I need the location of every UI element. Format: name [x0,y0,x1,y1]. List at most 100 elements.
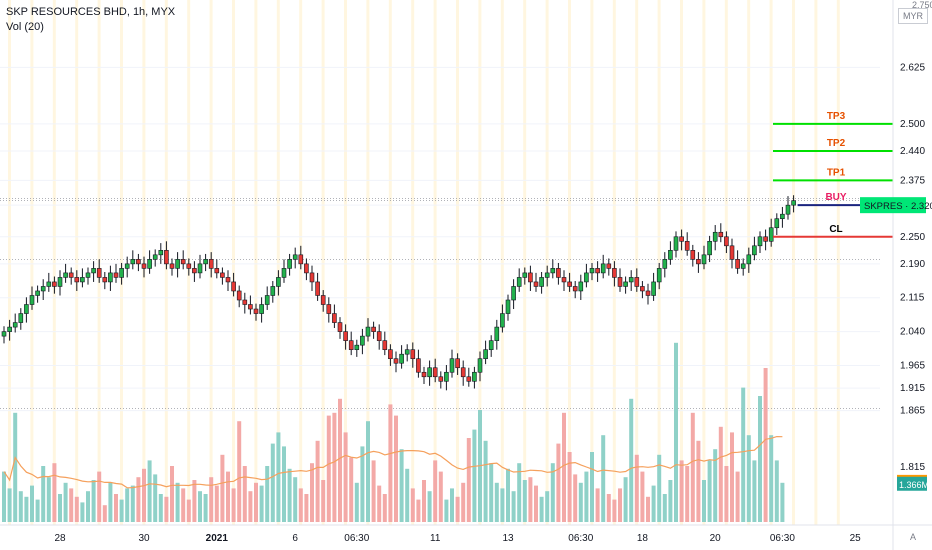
volume-bar [500,488,505,522]
level-label-tp2: TP2 [827,138,846,149]
candle-body [752,245,757,256]
volume-bar [634,454,639,522]
volume-bar [282,446,286,522]
volume-bar [455,496,460,522]
volume-bar [360,446,365,522]
volume-bar [567,452,572,522]
volume-bar [388,404,393,522]
volume-bar [332,412,337,522]
candle-body [186,263,192,269]
volume-bar [433,460,438,522]
volume-bar [97,471,102,522]
current-price-text: SKPRES · 2.320 [864,201,932,212]
candle-body [68,272,74,278]
volume-bar [259,485,264,522]
candle-body [544,272,550,278]
candle-body [35,290,40,296]
volume-bar [24,496,29,522]
candle-body [102,277,108,283]
volume-bar [668,480,673,522]
session-band [500,0,504,525]
candle-body [57,277,63,287]
candle-body [724,236,729,247]
volume-bar [724,466,729,522]
candle-body [309,272,315,283]
candle-body [208,259,214,269]
volume-badge-text: 1.366M [899,480,929,490]
volume-bar [175,482,180,522]
volume-bar [578,482,583,522]
volume-bar [780,482,785,522]
volume-bar [203,494,208,522]
candle-body [404,349,410,355]
auto-scale-button[interactable]: A [910,532,917,542]
volume-bar [629,398,634,522]
session-band [232,0,235,525]
time-tick-label: 06:30 [770,533,795,544]
candle-body [203,259,208,265]
candle-body [763,236,768,242]
candle-body [91,268,96,274]
volume-bar [461,482,466,522]
volume-bar [685,466,690,522]
candle-body [785,204,791,215]
time-tick-label: 30 [138,533,150,544]
candle-body [225,277,231,283]
candle-body [617,277,623,287]
volume-bar [30,485,34,522]
candle-body [270,286,276,296]
volume-bar [506,468,510,522]
session-band [52,0,56,525]
candle-body [337,322,343,332]
volume-indicator-label[interactable]: Vol (20) [6,21,44,33]
session-band [30,0,34,525]
volume-bar [270,443,275,522]
time-tick-label: 11 [430,533,441,544]
candle-body [488,340,494,350]
candle-body [12,322,18,328]
currency-label[interactable]: MYR [898,8,928,24]
candle-body [645,290,651,296]
candle-body [780,213,785,220]
session-band [75,0,79,525]
candle-body [477,358,483,373]
volume-bar [164,496,169,522]
volume-bar [528,477,533,522]
volume-bar [198,491,202,522]
candle-body [561,277,567,283]
candle-body [684,240,690,251]
candle-body [595,268,600,274]
volume-bar [13,412,18,522]
volume-bar [399,449,404,522]
candle-body [141,263,147,269]
volume-bar [377,485,382,522]
candle-body [393,358,399,364]
session-band [724,0,728,525]
symbol-title[interactable]: SKP RESOURCES BHD, 1h, MYX [6,6,176,18]
candle-body [1,331,7,337]
volume-bar [674,342,678,522]
candlesticks [1,195,796,391]
candle-body [740,263,746,269]
level-label-tp3: TP3 [827,111,846,122]
candle-body [556,268,561,278]
session-band [545,0,549,525]
candle-body [416,358,421,373]
volume-bar [114,494,118,522]
candle-body [606,263,612,269]
volume-bar [746,435,751,522]
session-band [680,0,683,525]
volume-bar [276,432,281,522]
volume-badge [897,476,927,491]
volume-bar [394,415,398,522]
candle-body [550,268,556,274]
volume-bar [371,460,376,522]
volume-bar [438,471,443,522]
candle-body [63,272,68,278]
candle-body [455,358,460,369]
volume-bar [696,440,701,522]
volume-bar [707,460,712,522]
price-tick-label: 2.250 [900,232,925,243]
